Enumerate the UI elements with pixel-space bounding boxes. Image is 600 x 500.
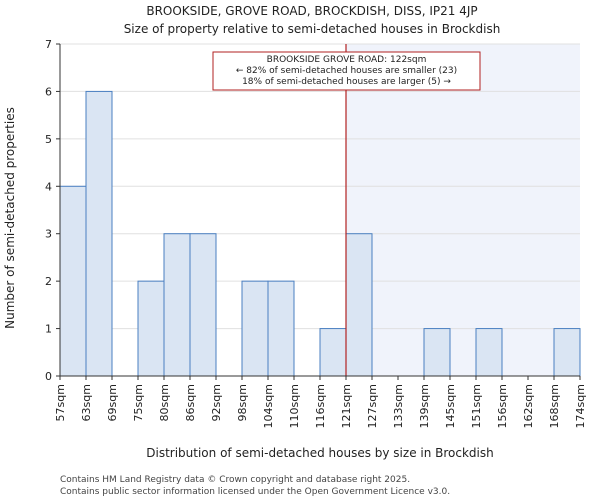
bar-104sqm	[267, 280, 295, 377]
x-axis-label: Distribution of semi-detached houses by …	[146, 446, 494, 460]
x-tick-label: 80sqm	[158, 384, 171, 421]
y-tick-label: 3	[45, 228, 52, 241]
x-tick-label: 139sqm	[418, 384, 431, 428]
bar-139sqm	[423, 328, 451, 377]
chart-title: BROOKSIDE, GROVE ROAD, BROCKDISH, DISS, …	[146, 4, 477, 18]
y-tick-label: 6	[45, 85, 52, 98]
x-tick-label: 168sqm	[548, 384, 561, 428]
bar-98sqm	[241, 280, 269, 377]
x-tick-label: 75sqm	[132, 384, 145, 421]
y-axis-label: Number of semi-detached properties	[3, 107, 17, 329]
annotation-box: BROOKSIDE GROVE ROAD: 122sqm ← 82% of se…	[212, 51, 481, 91]
highlight-region	[346, 44, 580, 376]
bar-116sqm	[319, 328, 347, 377]
y-tick-label: 4	[45, 180, 52, 193]
chart-subtitle: Size of property relative to semi-detach…	[124, 22, 501, 36]
y-tick-label: 5	[45, 133, 52, 146]
x-tick-label: 121sqm	[340, 384, 353, 428]
y-tick-label: 7	[45, 38, 52, 51]
x-tick-label: 156sqm	[496, 384, 509, 428]
x-tick-label: 151sqm	[470, 384, 483, 428]
x-tick-label: 174sqm	[574, 384, 587, 428]
x-tick-label: 98sqm	[236, 384, 249, 421]
x-tick-label: 162sqm	[522, 384, 535, 428]
annotation-frame	[212, 51, 481, 91]
y-tick-label: 0	[45, 370, 52, 383]
annotation-line-1: BROOKSIDE GROVE ROAD: 122sqm	[267, 55, 427, 65]
x-tick-label: 116sqm	[314, 384, 327, 428]
x-tick-label: 57sqm	[54, 384, 67, 421]
bar-80sqm	[163, 233, 191, 377]
bar-151sqm	[475, 328, 503, 377]
bar-86sqm	[189, 233, 217, 377]
x-tick-label: 110sqm	[288, 384, 301, 428]
x-tick-label: 63sqm	[80, 384, 93, 421]
x-tick-label: 145sqm	[444, 384, 457, 428]
bar-121sqm	[345, 233, 373, 377]
x-tick-label: 92sqm	[210, 384, 223, 421]
x-tick-label: 86sqm	[184, 384, 197, 421]
annotation-line-2: ← 82% of semi-detached houses are smalle…	[236, 66, 457, 76]
y-tick-label: 1	[45, 323, 52, 336]
y-tick-label: 2	[45, 275, 52, 288]
annotation-line-3: 18% of semi-detached houses are larger (…	[242, 77, 451, 87]
x-tick-label: 133sqm	[392, 384, 405, 428]
bar-63sqm	[85, 90, 113, 377]
footer-licence: Contains public sector information licen…	[60, 487, 450, 497]
bar-168sqm	[553, 328, 581, 377]
x-tick-label: 104sqm	[262, 384, 275, 428]
bar-75sqm	[137, 280, 165, 377]
x-tick-label: 127sqm	[366, 384, 379, 428]
x-tick-label: 69sqm	[106, 384, 119, 421]
footer-copyright: Contains HM Land Registry data © Crown c…	[60, 475, 410, 485]
bar-57sqm	[59, 185, 87, 377]
